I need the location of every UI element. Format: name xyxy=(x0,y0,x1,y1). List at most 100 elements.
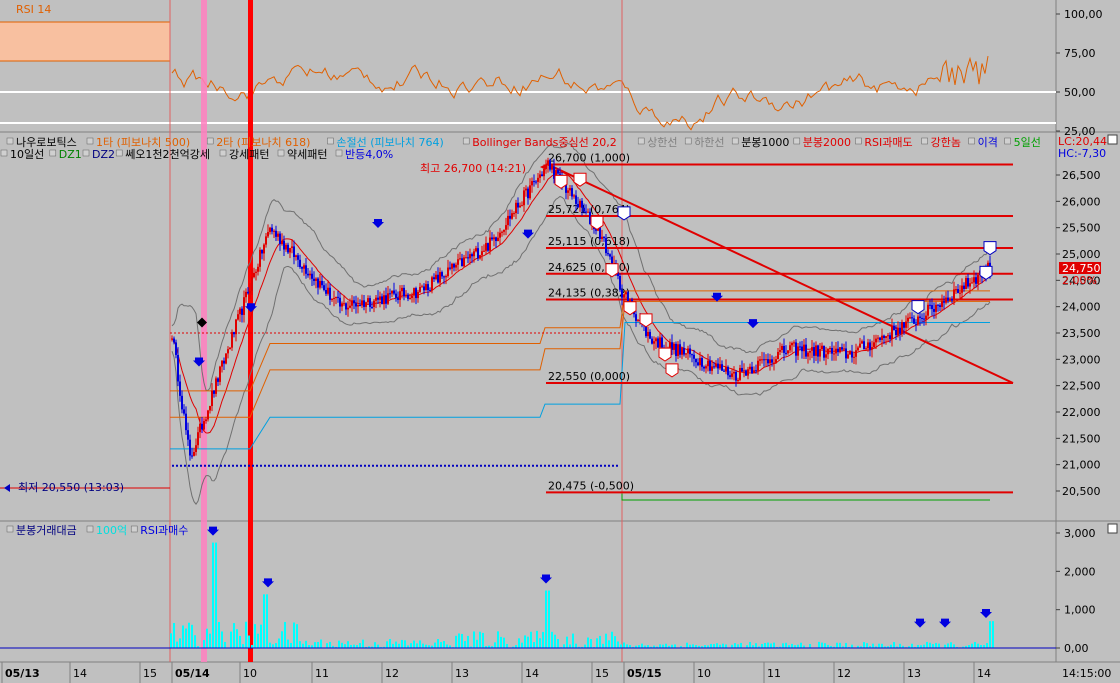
volume-tick-label: 0,00 xyxy=(1064,642,1089,655)
volume-bar xyxy=(299,641,301,648)
candle-body xyxy=(397,297,399,300)
volume-bar xyxy=(953,644,955,648)
candle-body xyxy=(581,200,583,208)
buy-signal-icon[interactable] xyxy=(658,347,672,362)
low-arrow xyxy=(4,484,10,492)
candle-body xyxy=(897,327,899,336)
volume-bar xyxy=(842,646,844,648)
down-arrow-icon xyxy=(207,526,219,536)
candle-body xyxy=(381,296,383,305)
time-axis: 05/13 14 15 05/14 10 11 12 13 14 15 05/15 10 11 12 13 1… xyxy=(1,662,991,683)
candle-body xyxy=(693,354,695,359)
rsi-tick-label: 75,00 xyxy=(1064,47,1096,60)
candle-body xyxy=(877,337,879,339)
down-arrow-icon xyxy=(914,618,926,628)
volume-bar xyxy=(302,643,304,648)
volume-bar xyxy=(629,645,631,648)
candle-body xyxy=(653,341,655,344)
candle-body xyxy=(269,227,271,233)
candle-body xyxy=(173,338,175,343)
rsi-tick-label: 100,00 xyxy=(1064,8,1103,21)
candle-body xyxy=(227,349,229,354)
candle-body xyxy=(851,351,853,358)
candle-body xyxy=(249,290,251,294)
down-arrow-icon xyxy=(747,319,759,329)
candles xyxy=(171,157,991,461)
volume-bar xyxy=(749,641,751,648)
volume-bar xyxy=(203,640,205,648)
candle-body xyxy=(629,299,631,301)
candle-body xyxy=(833,353,835,355)
candle-body xyxy=(697,362,699,366)
candle-body xyxy=(925,315,927,320)
candle-body xyxy=(853,356,855,358)
candle-body xyxy=(257,266,259,272)
buy-signal-icon[interactable] xyxy=(665,363,679,378)
volume-panel-close-button[interactable] xyxy=(1107,523,1118,534)
volume-bar xyxy=(218,622,220,648)
candle-body xyxy=(923,318,925,320)
price-tick-label: 22,000 xyxy=(1062,406,1101,419)
candle-body xyxy=(179,381,181,396)
volume-bar xyxy=(353,644,355,648)
sell-signal-icon[interactable] xyxy=(979,265,993,281)
volume-bar xyxy=(758,646,760,648)
candle-body xyxy=(575,195,577,204)
buy-signal-icon[interactable] xyxy=(590,215,604,231)
candle-body xyxy=(513,213,515,215)
candle-body xyxy=(805,344,807,357)
buy-signal-icon[interactable] xyxy=(605,263,619,278)
candle-body xyxy=(395,293,397,298)
volume-bar xyxy=(632,646,634,648)
volume-bar xyxy=(782,643,784,648)
volume-bar xyxy=(665,643,667,648)
buy-signal-icon[interactable] xyxy=(573,172,587,187)
buy-signal-icon[interactable] xyxy=(554,174,568,189)
candle-body xyxy=(259,249,261,267)
time-label: 12 xyxy=(385,667,399,680)
candle-body xyxy=(503,229,505,232)
candle-body xyxy=(787,350,789,354)
candle-body xyxy=(363,300,365,307)
volume-bar xyxy=(182,625,184,648)
buy-signal-icon[interactable] xyxy=(639,313,653,328)
candle-body xyxy=(753,370,755,374)
candle-body xyxy=(273,230,275,232)
rsi-line xyxy=(171,56,989,131)
legend-item: 반등4,0% xyxy=(345,148,393,161)
candle-body xyxy=(279,233,281,245)
price-panel-close-button[interactable] xyxy=(1107,134,1118,145)
sell-signal-icon[interactable] xyxy=(911,300,925,315)
volume-bar xyxy=(230,631,232,648)
volume-bar xyxy=(974,641,976,648)
green-line xyxy=(621,493,990,501)
candle-body xyxy=(795,342,797,356)
buy-signal-icon[interactable] xyxy=(623,301,637,316)
candle-body xyxy=(337,296,339,298)
sell-signal-icon[interactable] xyxy=(983,241,997,256)
sell-signal-icon[interactable] xyxy=(617,206,631,221)
candle-body xyxy=(557,170,559,174)
candle-body xyxy=(443,276,445,278)
candle-body xyxy=(293,246,295,258)
price-tick-label: 26,000 xyxy=(1062,195,1101,208)
volume-bar xyxy=(563,644,565,648)
time-label: 14 xyxy=(73,667,87,680)
candle-body xyxy=(839,347,841,353)
candle-body xyxy=(445,276,447,278)
time-label: 13 xyxy=(907,667,921,680)
volume-bar xyxy=(440,642,442,648)
volume-bar xyxy=(437,639,439,648)
candle-body xyxy=(477,248,479,259)
volume-bar xyxy=(809,643,811,648)
volume-bar xyxy=(890,644,892,648)
rsi-tick-label: 25,00 xyxy=(1064,125,1096,138)
legend-item: 나우로보틱스 xyxy=(16,136,77,149)
time-label: 14 xyxy=(977,667,991,680)
candle-body xyxy=(899,327,901,334)
volume-bar xyxy=(872,643,874,648)
candle-body xyxy=(295,255,297,258)
time-label: 15 xyxy=(143,667,157,680)
down-arrow-icon xyxy=(262,578,274,588)
